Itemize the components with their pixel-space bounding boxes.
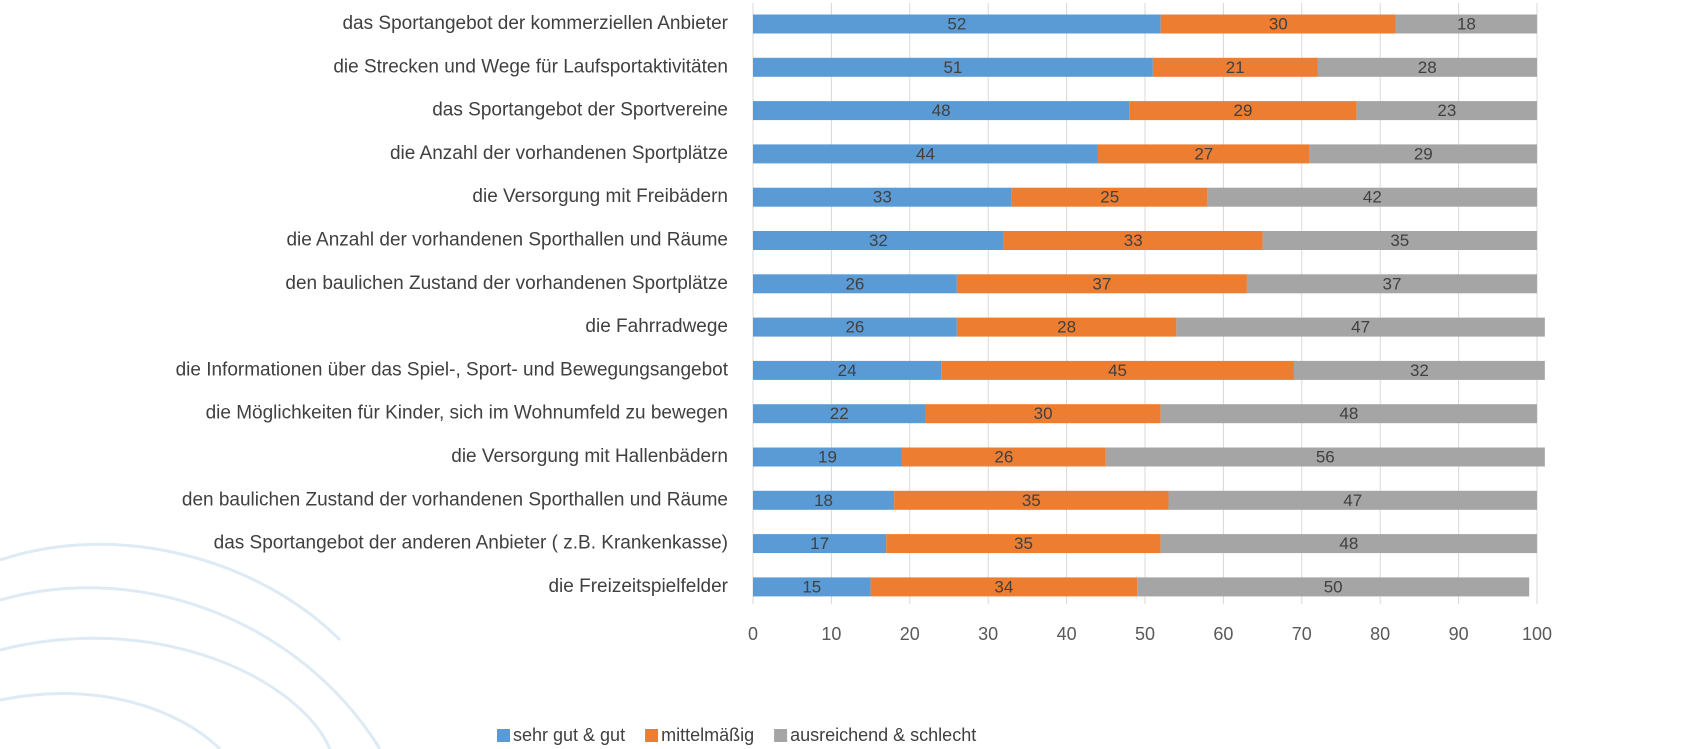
data-label: 32: [1410, 361, 1429, 380]
category-label: die Versorgung mit Freibädern: [472, 186, 728, 207]
data-label: 37: [1382, 274, 1401, 293]
data-label: 30: [1034, 404, 1053, 423]
data-label: 21: [1226, 58, 1245, 77]
data-label: 56: [1316, 447, 1335, 466]
x-tick-label: 80: [1370, 624, 1390, 644]
data-label: 29: [1414, 144, 1433, 163]
category-label: die Möglichkeiten für Kinder, sich im Wo…: [206, 403, 728, 424]
category-label: den baulichen Zustand der vorhandenen Sp…: [182, 489, 728, 510]
category-label: die Strecken und Wege für Laufsportaktiv…: [333, 56, 728, 77]
x-tick-label: 0: [748, 624, 758, 644]
legend-label: ausreichend & schlecht: [790, 725, 976, 745]
data-label: 47: [1351, 318, 1370, 337]
data-label: 47: [1343, 491, 1362, 510]
x-tick-label: 20: [900, 624, 920, 644]
category-label: das Sportangebot der anderen Anbieter ( …: [214, 533, 728, 554]
x-tick-label: 10: [821, 624, 841, 644]
category-label: die Anzahl der vorhandenen Sportplätze: [390, 143, 728, 164]
data-label: 28: [1418, 58, 1437, 77]
legend-swatch: [497, 729, 510, 742]
x-tick-label: 90: [1449, 624, 1469, 644]
data-label: 27: [1194, 144, 1213, 163]
data-label: 23: [1437, 101, 1456, 120]
x-tick-label: 50: [1135, 624, 1155, 644]
data-label: 33: [1124, 231, 1143, 250]
data-label: 29: [1234, 101, 1253, 120]
data-label: 33: [873, 188, 892, 207]
x-tick-label: 30: [978, 624, 998, 644]
category-label: das Sportangebot der Sportvereine: [432, 100, 728, 121]
category-label: die Freizeitspielfelder: [548, 576, 728, 597]
legend-label: sehr gut & gut: [513, 725, 625, 745]
data-label: 44: [916, 144, 935, 163]
data-label: 48: [932, 101, 951, 120]
chart: 0 10 20 30 40 50 60 70 80 90 100 das Sportangebot d…: [0, 0, 1694, 749]
data-label: 51: [943, 58, 962, 77]
x-tick-label: 100: [1522, 624, 1552, 644]
legend-label: mittelmäßig: [661, 725, 754, 745]
x-tick-label: 60: [1213, 624, 1233, 644]
background-decoration: [0, 544, 380, 749]
category-label: den baulichen Zustand der vorhandenen Sp…: [285, 273, 728, 294]
data-label: 19: [818, 447, 837, 466]
data-label: 15: [802, 577, 821, 596]
data-label: 25: [1100, 188, 1119, 207]
category-label: das Sportangebot der kommerziellen Anbie…: [342, 13, 728, 34]
category-label: die Anzahl der vorhandenen Sporthallen u…: [286, 230, 728, 251]
data-label: 35: [1014, 534, 1033, 553]
category-label: die Informationen über das Spiel-, Sport…: [176, 359, 729, 380]
data-label: 18: [814, 491, 833, 510]
data-label: 45: [1108, 361, 1127, 380]
data-label: 35: [1390, 231, 1409, 250]
data-label: 52: [947, 14, 966, 33]
data-label: 28: [1057, 318, 1076, 337]
x-tick-label: 40: [1057, 624, 1077, 644]
data-label: 48: [1339, 534, 1358, 553]
x-tick-label: 70: [1292, 624, 1312, 644]
data-label: 26: [845, 274, 864, 293]
data-label: 24: [838, 361, 857, 380]
legend-swatch: [645, 729, 658, 742]
data-label: 42: [1363, 188, 1382, 207]
data-label: 34: [994, 577, 1013, 596]
data-label: 48: [1339, 404, 1358, 423]
data-label: 35: [1022, 491, 1041, 510]
data-label: 30: [1269, 14, 1288, 33]
data-label: 22: [830, 404, 849, 423]
data-label: 18: [1457, 14, 1476, 33]
data-label: 37: [1092, 274, 1111, 293]
data-label: 50: [1324, 577, 1343, 596]
legend-swatch: [774, 729, 787, 742]
data-label: 17: [810, 534, 829, 553]
data-label: 32: [869, 231, 888, 250]
data-label: 26: [994, 447, 1013, 466]
category-label: die Versorgung mit Hallenbädern: [451, 446, 728, 467]
data-label: 26: [845, 318, 864, 337]
category-label: die Fahrradwege: [585, 316, 728, 337]
